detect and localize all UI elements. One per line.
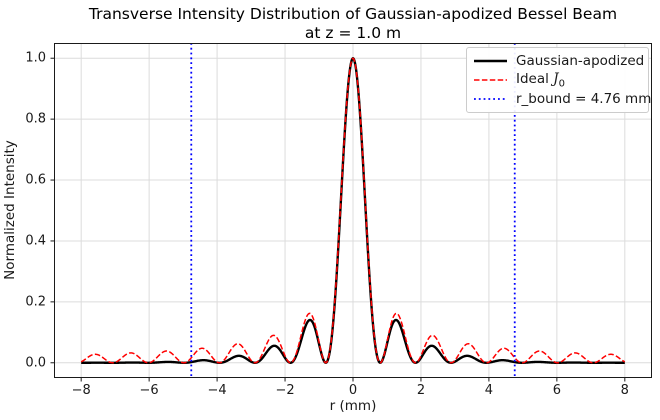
legend-item: r_bound = 4.76 mm [474,90,651,109]
y-tick-label: 0.0 [25,355,46,371]
series-ideal-j0 [80,57,626,364]
legend-item: Gaussian-apodized [474,51,645,70]
y-tick-label: 0.4 [25,233,46,249]
y-axis-label: Normalized Intensity [2,140,18,280]
legend-label: Gaussian-apodized [516,52,645,69]
x-tick-label: 4 [484,383,494,398]
y-tick-label: 0.8 [25,111,46,127]
legend-label: Ideal J0 [516,70,565,90]
chart-title: Transverse Intensity Distribution of Gau… [54,5,652,43]
y-tick-label: 0.6 [25,172,46,188]
y-tick-label: 0.2 [25,294,46,310]
legend: Gaussian-apodized Ideal J0 r_bound = 4.76 … [466,47,651,113]
title-line-1: Transverse Intensity Distribution of Gau… [88,5,618,23]
legend-sample-line [474,59,507,62]
legend-sample-line [474,79,507,81]
legend-sample-line [474,98,507,101]
axes-spines [54,43,652,378]
x-tick-label: 8 [620,383,629,398]
x-tick-label: 6 [552,383,561,398]
legend-label: r_bound = 4.76 mm [516,91,652,108]
x-axis-label: r (mm) [329,398,377,414]
x-tick-label: 0 [348,383,358,398]
legend-item: Ideal J0 [474,70,641,89]
x-tick-label: −2 [275,383,295,398]
x-tick-label: 2 [416,383,426,398]
x-tick-label: −4 [207,383,227,398]
title-line-2: at z = 1.0 m [304,24,402,42]
y-tick-label: 1.0 [25,50,46,66]
x-tick-label: −6 [139,383,159,398]
x-tick-label: −8 [71,383,91,398]
